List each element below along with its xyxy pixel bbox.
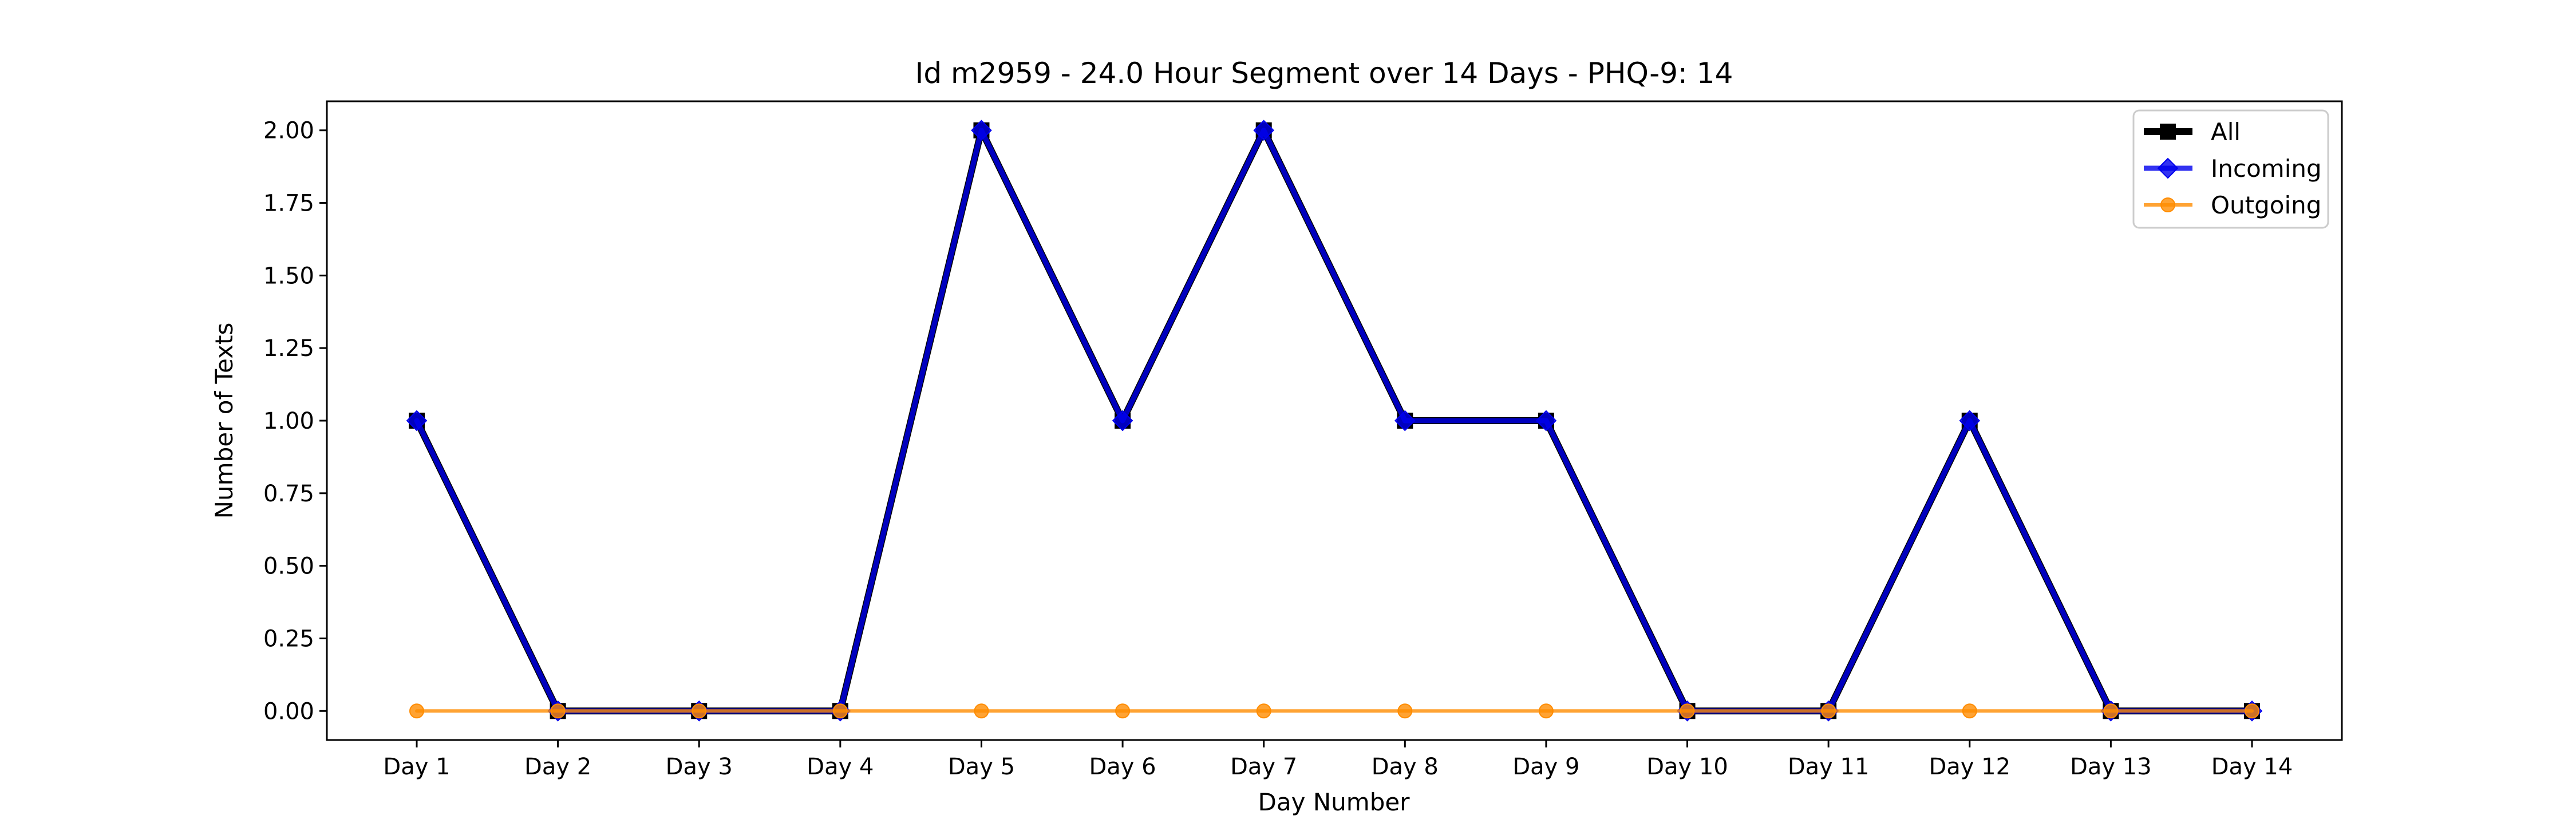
legend-box — [2132, 109, 2329, 229]
legend-marker-incoming — [2157, 157, 2179, 179]
legend-marker-all — [2160, 124, 2176, 140]
y-tick-label: 0.75 — [263, 481, 314, 507]
data-point-outgoing — [1256, 703, 1271, 719]
chart-title: Id m2959 - 24.0 Hour Segment over 14 Day… — [915, 57, 1733, 90]
data-point-outgoing — [2245, 703, 2259, 719]
x-tick-label: Day 8 — [1372, 754, 1439, 780]
data-point-incoming — [1253, 120, 1275, 141]
data-point-incoming — [1112, 410, 1133, 432]
x-tick-label: Day 11 — [1788, 754, 1870, 780]
x-tick-label: Day 4 — [807, 754, 874, 780]
x-tick-label: Day 5 — [948, 754, 1015, 780]
legend-items: All Incoming Outgoing — [2144, 118, 2322, 219]
legend-item-outgoing: Outgoing — [2144, 191, 2321, 219]
x-tick-label: Day 9 — [1512, 754, 1579, 780]
y-tick-label: 0.50 — [263, 553, 314, 580]
data-point-outgoing — [409, 703, 424, 719]
y-tick-label: 1.50 — [263, 263, 314, 289]
x-tick-label: Day 6 — [1089, 754, 1156, 780]
y-axis: 0.00 0.25 0.50 0.75 1.00 1.25 1.50 1.75 2.00 — [263, 118, 327, 725]
y-tick-label: 1.75 — [263, 191, 314, 217]
data-point-outgoing — [1397, 703, 1413, 719]
data-point-outgoing — [550, 703, 566, 719]
y-tick-label: 1.00 — [263, 408, 314, 434]
legend-label-outgoing: Outgoing — [2211, 191, 2321, 219]
y-tick-label: 0.00 — [263, 698, 314, 725]
y-tick-label: 2.00 — [263, 118, 314, 144]
x-tick-label: Day 10 — [1646, 754, 1728, 780]
data-point-incoming — [971, 120, 992, 141]
legend-label-incoming: Incoming — [2211, 155, 2322, 183]
x-tick-label: Day 2 — [524, 754, 591, 780]
legend-item-incoming: Incoming — [2144, 155, 2322, 183]
legend: All Incoming Outgoing — [2132, 109, 2329, 229]
data-point-outgoing — [1680, 703, 1695, 719]
data-point-outgoing — [1821, 703, 1836, 719]
data-point-outgoing — [974, 703, 989, 719]
x-tick-label: Day 13 — [2070, 754, 2152, 780]
series-outgoing — [409, 703, 2259, 719]
x-tick-label: Day 12 — [1929, 754, 2010, 780]
series-layer — [406, 120, 2263, 722]
data-point-outgoing — [2103, 703, 2119, 719]
legend-label-all: All — [2211, 118, 2241, 146]
y-axis-label: Number of Texts — [210, 323, 238, 519]
data-point-outgoing — [692, 703, 707, 719]
x-tick-label: Day 14 — [2211, 754, 2293, 780]
data-point-incoming — [1959, 410, 1981, 432]
x-axis: Day 1 Day 2 Day 3 Day 4 Day 5 Day 6 Day 7 Day 8… — [383, 740, 2293, 780]
legend-marker-outgoing — [2160, 197, 2175, 212]
y-tick-label: 1.25 — [263, 335, 314, 362]
x-axis-label: Day Number — [1258, 788, 1410, 816]
x-tick-label: Day 3 — [666, 754, 733, 780]
data-point-outgoing — [1962, 703, 1977, 719]
y-tick-label: 0.25 — [263, 626, 314, 652]
data-point-incoming — [1535, 410, 1557, 432]
legend-item-all: All — [2144, 118, 2241, 146]
data-point-incoming — [406, 410, 428, 432]
data-point-incoming — [1394, 410, 1416, 432]
data-point-outgoing — [1538, 703, 1554, 719]
x-tick-label: Day 1 — [383, 754, 450, 780]
x-tick-label: Day 7 — [1230, 754, 1297, 780]
data-point-outgoing — [832, 703, 848, 719]
data-point-outgoing — [1115, 703, 1131, 719]
